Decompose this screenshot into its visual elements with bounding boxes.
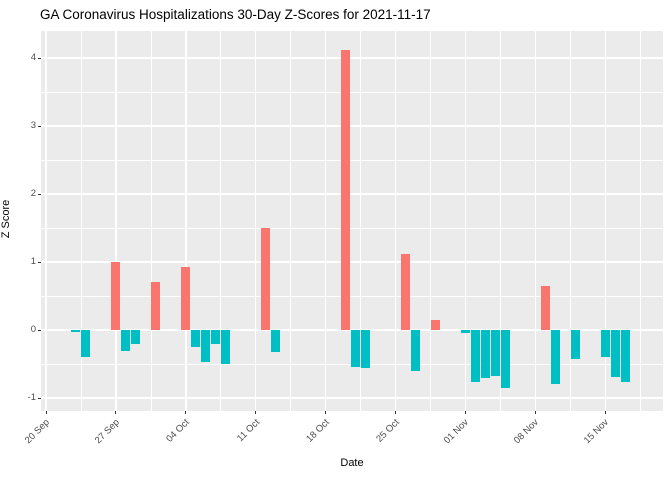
bar	[191, 330, 201, 347]
x-axis-title: Date	[340, 457, 364, 469]
gridline-x-major	[325, 31, 327, 411]
gridline-y-minor	[41, 227, 663, 229]
x-tickmark	[255, 411, 257, 414]
gridline-x-minor	[80, 31, 82, 411]
gridline-x-major	[534, 31, 537, 411]
plot-panel	[41, 31, 663, 411]
x-tick-label: 20 Sep	[22, 417, 52, 447]
bar	[481, 330, 491, 378]
x-tickmark	[535, 411, 536, 414]
gridline-y-minor	[41, 159, 663, 161]
y-tickmark	[38, 261, 41, 263]
gridline-x-major	[394, 31, 397, 411]
gridline-x-minor	[290, 31, 292, 411]
x-tick-label: 11 Oct	[234, 417, 262, 445]
gridline-y-major	[41, 261, 663, 263]
x-tick-label: 01 Nov	[442, 417, 472, 447]
bar	[491, 330, 501, 377]
bar	[131, 330, 141, 344]
gridline-y-major	[41, 125, 663, 127]
gridline-y-major	[41, 57, 663, 59]
gridline-x-minor	[360, 31, 362, 411]
bar	[361, 330, 371, 369]
bar	[541, 285, 550, 330]
bar	[211, 330, 221, 344]
bar	[610, 330, 620, 377]
x-tickmark	[465, 411, 467, 414]
bar	[620, 330, 630, 383]
x-tick-label: 04 Oct	[164, 417, 192, 445]
bar	[471, 330, 481, 383]
bar	[570, 330, 580, 360]
gridline-x-minor	[640, 31, 641, 411]
bar	[201, 330, 211, 362]
gridline-y-major	[41, 193, 663, 195]
gridline-x-minor	[220, 31, 222, 411]
gridline-x-major	[185, 31, 187, 411]
x-tick-label: 27 Sep	[92, 417, 122, 447]
gridline-x-major	[604, 31, 607, 411]
y-tick-label: -1	[27, 392, 36, 403]
chart-title: GA Coronavirus Hospitalizations 30-Day Z…	[40, 7, 431, 22]
x-tickmark	[325, 411, 327, 414]
y-tickmark	[38, 57, 41, 59]
bar	[111, 262, 121, 330]
gridline-x-minor	[570, 31, 571, 411]
y-tickmark	[38, 193, 41, 195]
y-tick-label: 4	[30, 52, 36, 63]
gridline-x-major	[464, 31, 467, 411]
y-tick-label: 1	[30, 256, 36, 267]
bar	[550, 330, 560, 385]
x-tickmark	[604, 411, 606, 414]
y-tickmark	[38, 397, 41, 399]
bar	[341, 49, 351, 330]
gridline-y-minor	[41, 295, 663, 297]
x-tick-label: 08 Nov	[512, 417, 542, 447]
gridline-x-major	[45, 31, 47, 411]
bar	[461, 330, 471, 333]
bar	[401, 253, 411, 330]
bar	[151, 282, 161, 330]
bar	[271, 330, 281, 353]
y-tickmark	[38, 125, 41, 127]
bar	[351, 330, 361, 368]
x-tickmark	[185, 411, 187, 414]
x-tick-label: 18 Oct	[303, 417, 332, 445]
bar	[261, 228, 271, 330]
bar	[411, 330, 421, 371]
gridline-y-minor	[41, 91, 663, 93]
y-tickmark	[38, 329, 41, 331]
bar	[71, 330, 81, 333]
y-tick-label: 0	[30, 324, 36, 335]
x-tickmark	[395, 411, 397, 414]
bar	[181, 266, 191, 330]
gridline-x-major	[115, 31, 117, 411]
x-tickmark	[45, 411, 47, 414]
bar	[501, 330, 511, 389]
bar	[600, 330, 610, 358]
bar	[431, 319, 441, 330]
y-tick-label: 3	[30, 120, 36, 131]
bar	[121, 330, 131, 352]
x-tick-label: 15 Nov	[582, 417, 612, 447]
gridline-x-minor	[500, 31, 501, 411]
gridline-y-major	[41, 329, 663, 331]
x-tick-label: 25 Oct	[373, 417, 402, 445]
x-tickmark	[115, 411, 117, 414]
y-tick-label: 2	[30, 188, 36, 199]
bar	[81, 330, 91, 358]
gridline-x-minor	[150, 31, 152, 411]
gridline-x-major	[255, 31, 257, 411]
bar	[221, 330, 231, 364]
gridline-x-minor	[430, 31, 431, 411]
gridline-y-major	[41, 397, 663, 399]
